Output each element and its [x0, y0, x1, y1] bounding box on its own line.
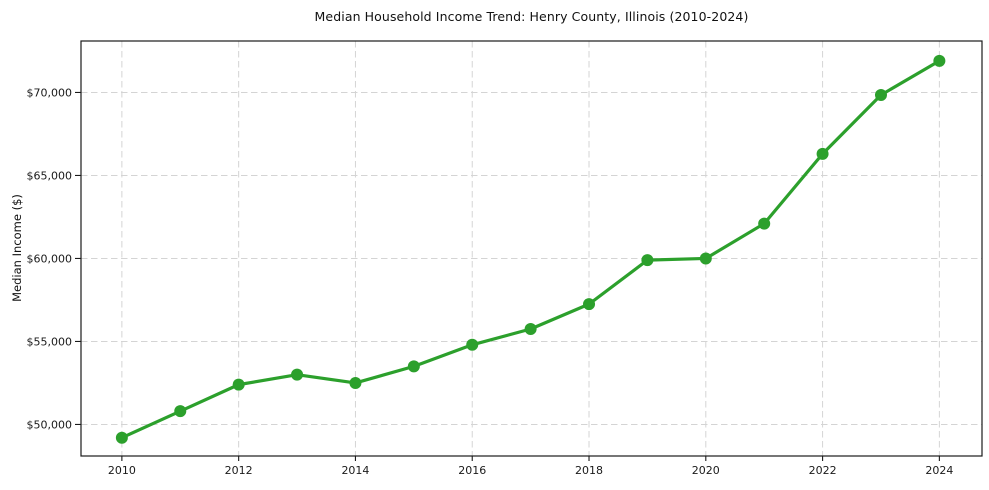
x-tick-label: 2020 — [692, 464, 720, 477]
data-point — [758, 217, 771, 230]
income-line-series — [120, 59, 941, 440]
data-point — [115, 431, 128, 444]
data-point — [466, 338, 479, 351]
data-point — [641, 254, 654, 267]
y-tick-label: $60,000 — [27, 252, 73, 265]
x-tick-label: 2022 — [809, 464, 837, 477]
x-tick-label: 2024 — [925, 464, 953, 477]
x-tick-label: 2010 — [108, 464, 136, 477]
plot-border — [80, 40, 983, 457]
data-point — [174, 405, 187, 418]
data-points — [115, 54, 946, 444]
x-tick-label: 2016 — [458, 464, 486, 477]
axis-tick-labels: 2010 2012 2014 2016 2018 2020 2022 2024 $50,000 $… — [27, 86, 954, 477]
y-tick-label: $65,000 — [27, 169, 73, 182]
data-point — [232, 378, 245, 391]
data-point — [407, 360, 420, 373]
data-point — [583, 298, 596, 311]
data-point — [874, 88, 887, 101]
data-point — [699, 252, 712, 265]
y-axis-label: Median Income ($) — [10, 194, 24, 302]
y-tick-label: $70,000 — [27, 86, 73, 99]
data-point — [349, 376, 362, 389]
data-point — [933, 54, 946, 67]
y-tick-label: $50,000 — [27, 418, 73, 431]
axis-ticks — [75, 91, 940, 461]
data-point — [816, 147, 829, 160]
x-tick-label: 2012 — [225, 464, 253, 477]
y-tick-label: $55,000 — [27, 335, 73, 348]
x-tick-label: 2014 — [341, 464, 369, 477]
x-tick-label: 2018 — [575, 464, 603, 477]
chart-title: Median Household Income Trend: Henry Cou… — [314, 9, 749, 24]
data-point — [291, 368, 304, 381]
data-point — [524, 323, 537, 336]
